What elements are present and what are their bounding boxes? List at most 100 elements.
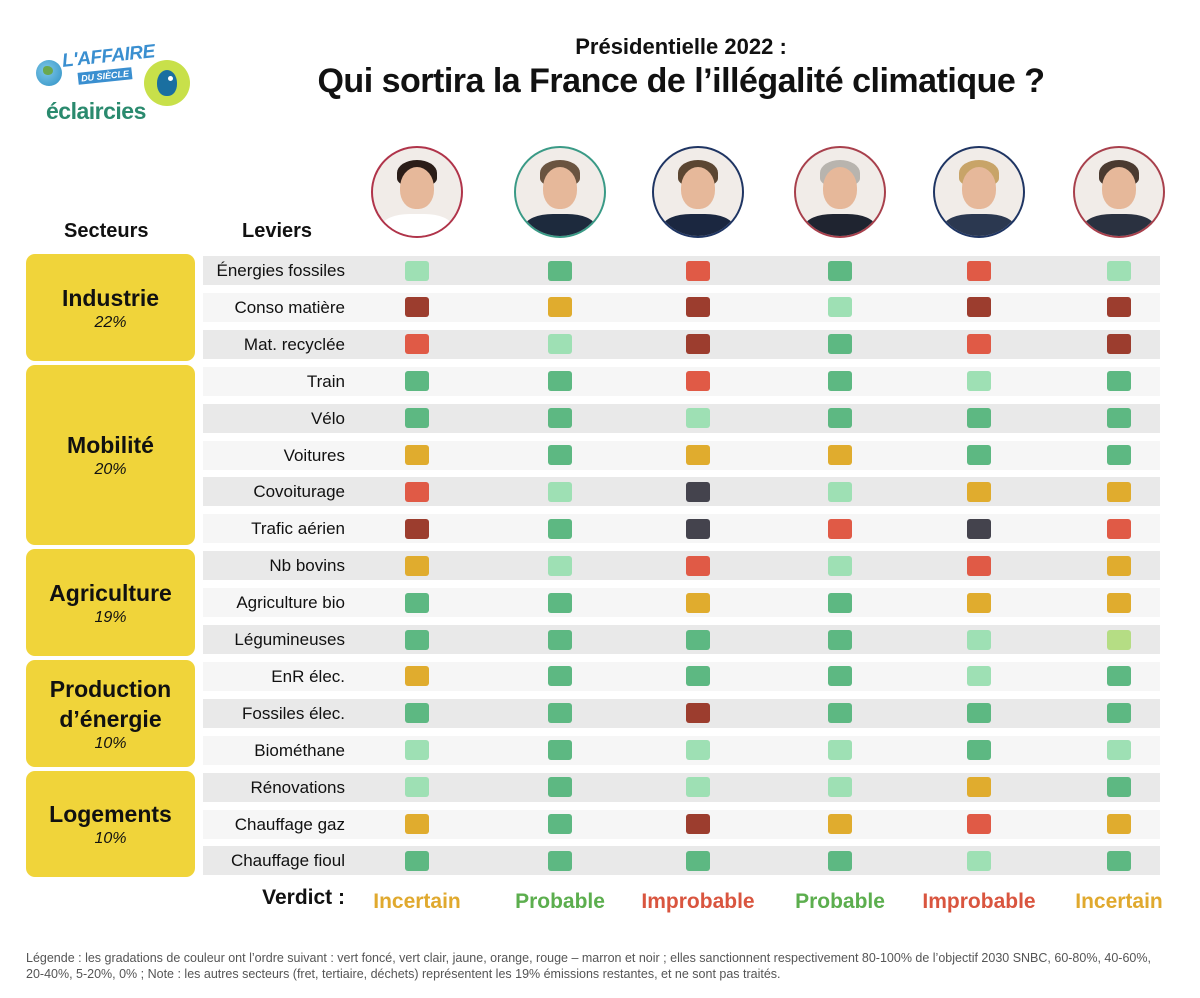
heatmap-cell: [548, 445, 572, 465]
heatmap-cell: [828, 260, 852, 281]
table-row: [203, 366, 1160, 396]
heatmap-cell: [828, 814, 852, 834]
heatmap-cell: [548, 555, 572, 576]
table-row: [203, 292, 1160, 322]
heatmap-cell: [405, 850, 429, 871]
heatmap-cell: [1107, 629, 1131, 650]
candidate-photo: [794, 146, 886, 238]
heatmap-cell: [828, 555, 852, 576]
heatmap-cell: [967, 518, 991, 539]
heatmap-cell: [405, 703, 429, 724]
heatmap-cell: [967, 814, 991, 834]
heatmap-cell: [967, 740, 991, 761]
heatmap-cell: [686, 703, 710, 724]
table-row: [203, 477, 1160, 507]
bird-icon: [144, 60, 190, 106]
heatmap-cell: [405, 445, 429, 465]
sector-box: Agriculture 19%: [26, 549, 195, 656]
heatmap-cell: [967, 297, 991, 318]
heatmap-cell: [828, 334, 852, 355]
heatmap-cell: [1107, 740, 1131, 761]
heatmap-cell: [1107, 850, 1131, 871]
heatmap-cell: [686, 814, 710, 834]
heatmap-cell: [967, 408, 991, 429]
heatmap-cell: [548, 260, 572, 281]
heatmap-cell: [1107, 408, 1131, 429]
heatmap-cell: [686, 445, 710, 465]
heatmap-cell: [405, 518, 429, 539]
sector-name: Agriculture: [49, 580, 172, 607]
verdict-value: Probable: [515, 890, 605, 913]
heatmap-cell: [548, 481, 572, 502]
leviers-header: Leviers: [242, 220, 313, 242]
table-row: [203, 772, 1160, 802]
heatmap-cell: [405, 260, 429, 281]
heatmap-cell: [405, 777, 429, 798]
heatmap-cell: [1107, 814, 1131, 834]
lever-label: Biométhane: [254, 740, 345, 760]
heatmap-cell: [1107, 445, 1131, 465]
heatmap-cell: [686, 555, 710, 576]
sector-name: Mobilité: [67, 432, 154, 459]
heatmap-cell: [686, 592, 710, 613]
heatmap-cell: [405, 481, 429, 502]
globe-icon: [36, 60, 62, 86]
heatmap-cell: [548, 703, 572, 724]
table-row: [203, 440, 1160, 470]
legend-note: Légende : les gradations de couleur ont …: [26, 951, 1151, 981]
candidate-torso: [382, 214, 452, 236]
candidate-torso: [525, 214, 595, 236]
heatmap-cell: [548, 334, 572, 355]
heatmap-cell: [686, 666, 710, 687]
heatmap-cell: [828, 518, 852, 539]
table-row: [203, 846, 1160, 876]
heatmap-cell: [686, 481, 710, 502]
sector-share: 22%: [94, 313, 127, 331]
heatmap-cell: [548, 408, 572, 429]
heatmap-cell: [828, 777, 852, 798]
heatmap-cell: [1107, 703, 1131, 724]
heatmap-cell: [1107, 592, 1131, 613]
candidate-torso: [944, 214, 1014, 236]
heatmap-cell: [967, 666, 991, 687]
heatmap-cell: [967, 481, 991, 502]
heatmap-cell: [548, 297, 572, 318]
heatmap-cell: [967, 850, 991, 871]
candidate-photo: [1073, 146, 1165, 238]
heatmap-cell: [967, 629, 991, 650]
heatmap-cell: [967, 592, 991, 613]
candidate-face: [962, 167, 996, 210]
lever-label: Chauffage fioul: [230, 851, 345, 871]
heatmap-cell: [967, 445, 991, 465]
candidate-torso: [805, 214, 875, 236]
heatmap-cell: [405, 408, 429, 429]
heatmap-cell: [828, 850, 852, 871]
lever-label: Covoiturage: [253, 482, 345, 502]
verdict-value: Incertain: [1075, 890, 1163, 913]
table-row: [203, 329, 1160, 359]
heatmap-cell: [828, 445, 852, 465]
page-subtitle: Présidentielle 2022 :: [575, 34, 787, 59]
heatmap-cell: [686, 371, 710, 392]
heatmap-cell: [828, 666, 852, 687]
heatmap-cell: [1107, 555, 1131, 576]
heatmap-cell: [548, 666, 572, 687]
heatmap-cell: [686, 518, 710, 539]
heatmap-cell: [548, 740, 572, 761]
heatmap-cell: [686, 850, 710, 871]
lever-label: Train: [306, 371, 345, 391]
table-row: [203, 256, 1160, 285]
heatmap-cell: [1107, 666, 1131, 687]
lever-label: Énergies fossiles: [216, 261, 345, 280]
candidate-photo: [652, 146, 744, 238]
heatmap-cell: [1107, 518, 1131, 539]
heatmap-cell: [548, 518, 572, 539]
lever-label: Fossiles élec.: [242, 703, 345, 723]
heatmap-cell: [828, 629, 852, 650]
heatmap-cell: [828, 703, 852, 724]
verdict-value: Improbable: [922, 890, 1036, 913]
heatmap-cell: [1107, 334, 1131, 355]
heatmap-cell: [405, 371, 429, 392]
table-row: [203, 625, 1160, 654]
table-row: [203, 735, 1160, 765]
